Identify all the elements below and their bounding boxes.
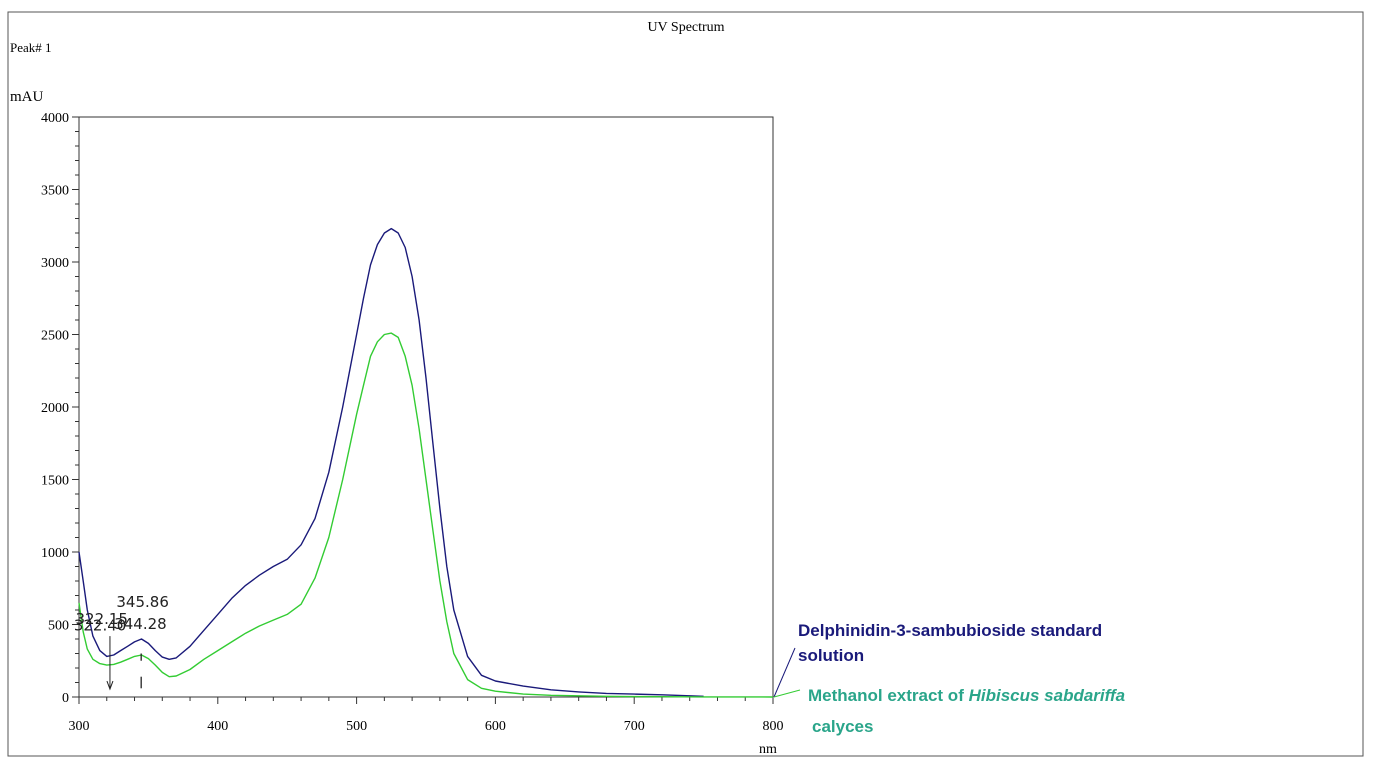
x-tick-label: 300 bbox=[69, 719, 90, 734]
y-axis: 0 500 1000 1500 2000 2500 3000 3500 4000 bbox=[41, 111, 79, 706]
series-line-extract bbox=[78, 332, 774, 698]
x-tick-label: 500 bbox=[346, 719, 367, 734]
y-tick-label: 4000 bbox=[41, 111, 69, 126]
series-line-standard bbox=[78, 227, 704, 697]
legend-extract-line1: Methanol extract of Hibiscus sabdariffa bbox=[808, 686, 1125, 705]
chart-title: UV Spectrum bbox=[647, 20, 724, 35]
x-tick-label: 700 bbox=[624, 719, 645, 734]
y-tick-label: 1500 bbox=[41, 474, 69, 489]
y-tick-label: 3500 bbox=[41, 184, 69, 199]
legend-extract-line2: calyces bbox=[812, 717, 873, 736]
legend-extract-prefix: Methanol extract of bbox=[808, 686, 969, 705]
legend: Delphinidin-3-sambubioside standard solu… bbox=[773, 621, 1125, 736]
y-tick-label: 2500 bbox=[41, 329, 69, 344]
peak-label: 344.28 bbox=[114, 615, 167, 633]
peak-label: 322.40 bbox=[74, 616, 127, 634]
chart-subtitle: Peak# 1 bbox=[10, 40, 52, 55]
y-tick-label: 3000 bbox=[41, 256, 69, 271]
legend-pointer-standard bbox=[773, 647, 796, 698]
y-tick-label: 0 bbox=[62, 691, 69, 706]
x-axis-label: nm bbox=[759, 742, 777, 757]
plot-area bbox=[78, 116, 774, 698]
legend-extract-species: Hibiscus sabdariffa bbox=[969, 686, 1126, 705]
legend-standard-line2: solution bbox=[798, 646, 864, 665]
y-tick-label: 2000 bbox=[41, 401, 69, 416]
y-axis-label: mAU bbox=[10, 89, 44, 105]
peak-label: 322.15 bbox=[75, 610, 128, 628]
series-layer bbox=[78, 227, 774, 698]
peak-label: 345.86 bbox=[116, 593, 169, 611]
y-tick-label: 1000 bbox=[41, 546, 69, 561]
figure-frame bbox=[7, 11, 1364, 757]
legend-pointer-extract bbox=[773, 689, 801, 698]
x-axis: 300 400 500 600 700 800 bbox=[69, 697, 784, 734]
x-tick-label: 800 bbox=[763, 719, 784, 734]
y-tick-label: 500 bbox=[48, 619, 69, 634]
x-tick-label: 400 bbox=[207, 719, 228, 734]
x-tick-label: 600 bbox=[485, 719, 506, 734]
legend-standard-line1: Delphinidin-3-sambubioside standard bbox=[798, 621, 1102, 640]
peak-arrow-322 bbox=[106, 680, 114, 691]
